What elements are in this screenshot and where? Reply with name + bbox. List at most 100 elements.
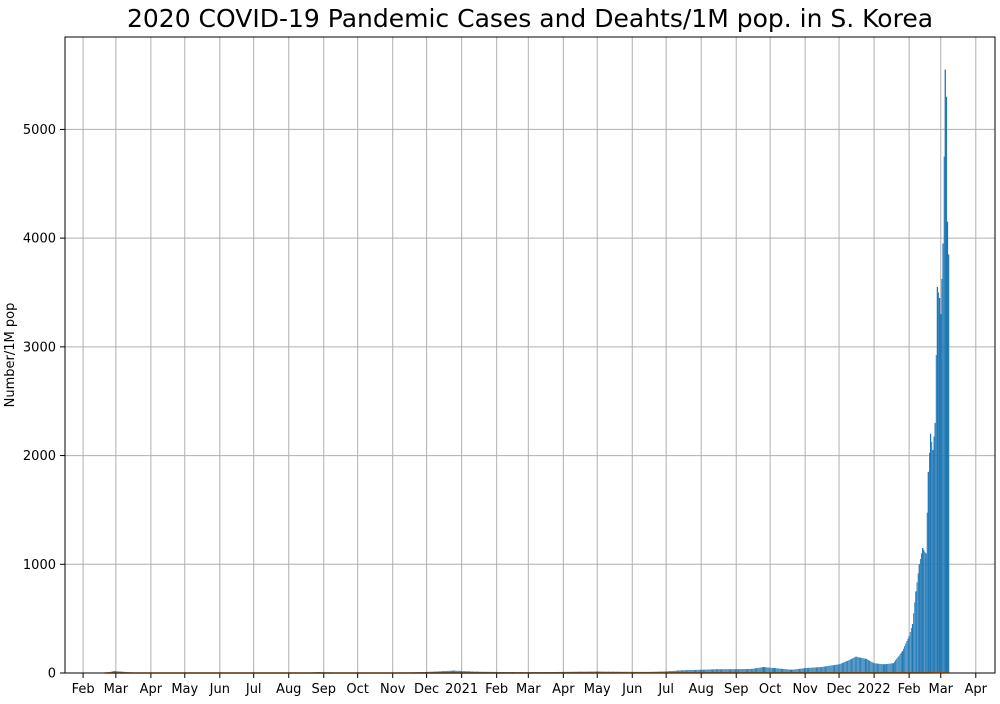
bar-mark [846,661,847,673]
bar-mark [822,667,823,673]
bar-mark [868,660,869,673]
bar-mark [940,314,941,673]
x-tick-label: Jun [621,682,642,697]
x-tick-label: Jul [657,682,674,697]
bar-mark [924,552,925,673]
grid-layer [65,37,995,673]
bar-mark [837,664,838,673]
x-tick-label: 2021 [445,682,478,697]
x-tick-label: Dec [414,682,439,697]
bar-mark [853,658,854,673]
bar-mark [865,659,866,673]
bar-mark [882,664,883,673]
bar-mark [888,664,889,673]
x-tick-label: Sep [312,682,337,697]
bar-mark [843,662,844,673]
bar-mark [932,450,933,673]
y-tick-label: 0 [48,667,56,682]
bar-mark [944,157,945,673]
bar-mark [928,472,929,673]
x-tick-label: Mar [104,682,129,697]
x-tick-label: Nov [380,682,406,697]
bar-mark [904,646,905,673]
bar-mark [828,666,829,673]
plot-frame [65,37,995,673]
bar-mark [870,661,871,673]
bar-mark [921,553,922,673]
x-tick-label: Mar [516,682,541,697]
bar-mark [871,662,872,673]
x-tick-label: Feb [72,682,95,697]
bar-mark [892,663,893,673]
bar-mark [900,654,901,673]
bar-mark [836,665,837,673]
bar-mark [911,628,912,673]
bar-mark [898,656,899,673]
bar-mark [845,662,846,673]
bar-mark [880,664,881,673]
x-tick-label: Jul [245,682,262,697]
bar-mark [946,97,947,673]
bar-mark [875,663,876,673]
bar-mark [854,657,855,673]
bar-mark [917,582,918,673]
bar-mark [893,663,894,673]
x-tick-label: Oct [759,682,781,697]
bar-mark [884,664,885,673]
bar-mark [901,653,902,673]
bar-mark [873,663,874,673]
bar-mark [833,665,834,673]
x-tick-label: May [171,682,198,697]
bar-mark [938,292,939,673]
bar-mark [827,666,828,673]
x-tick-label: Nov [792,682,818,697]
bar-mark [858,657,859,673]
y-tick-label: 3000 [23,340,56,355]
bar-mark [937,287,938,673]
bar-mark [869,661,870,673]
bar-mark [919,564,920,673]
x-tick-label: Jun [209,682,230,697]
chart-title: 2020 COVID-19 Pandemic Cases and Deahts/… [127,4,933,33]
bar-mark [945,70,946,673]
series-layer [104,70,949,674]
bar-mark [939,298,940,673]
bar-mark [920,559,921,673]
bar-mark [905,644,906,673]
bar-mark [896,659,897,673]
bar-mark [863,658,864,673]
x-tick-label: Apr [552,682,575,697]
bar-mark [941,279,942,673]
x-tick-label: Dec [826,682,851,697]
bar-mark [894,662,895,673]
bar-mark [763,667,764,673]
bar-mark [927,513,928,673]
bar-mark [913,613,914,673]
bar-mark [831,665,832,673]
bar-mark [857,657,858,673]
bar-mark [838,664,839,673]
bar-mark [835,665,836,673]
bar-mark [922,548,923,673]
bar-mark [934,437,935,673]
bar-mark [915,591,916,673]
bar-mark [918,573,919,673]
bar-mark [935,423,936,673]
x-tick-label: Feb [898,682,921,697]
bar-mark [855,657,856,673]
x-tick-label: Aug [276,682,301,697]
bar-mark [887,664,888,673]
bar-mark [914,602,915,673]
x-tick-label: Feb [485,682,508,697]
x-tick-label: Sep [724,682,749,697]
bar-mark [883,664,884,673]
y-tick-label: 4000 [23,232,56,247]
bar-mark [930,434,931,673]
y-tick-label: 5000 [23,123,56,138]
bar-mark [912,624,913,673]
bar-mark [848,660,849,673]
bar-mark [866,659,867,673]
bar-mark [931,442,932,673]
